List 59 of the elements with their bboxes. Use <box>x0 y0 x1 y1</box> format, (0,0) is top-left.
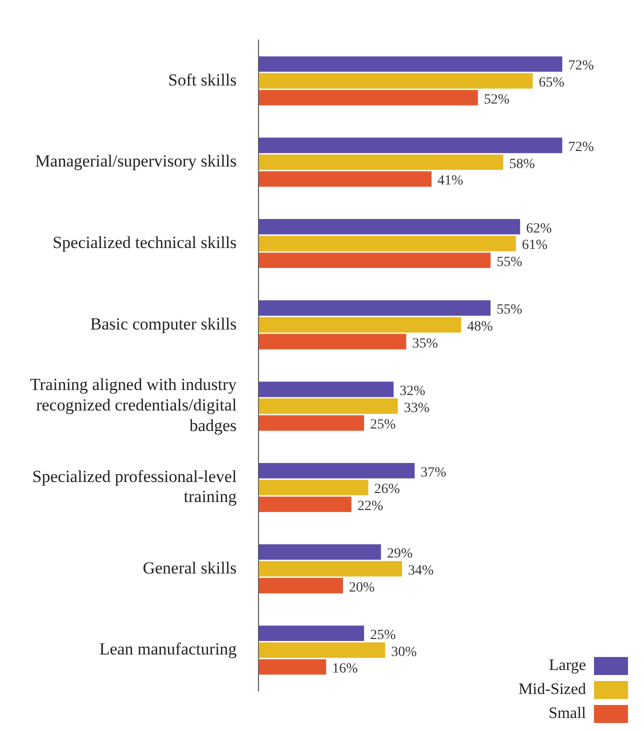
data-label: 34% <box>408 563 434 578</box>
data-label: 22% <box>357 498 384 514</box>
legend-label: Large <box>548 657 586 675</box>
data-label: 25% <box>370 628 396 643</box>
data-label: 37% <box>420 465 447 480</box>
data-label: 72% <box>568 58 594 74</box>
bar <box>258 138 562 154</box>
data-label: 48% <box>467 320 494 335</box>
data-label: 26% <box>374 482 400 498</box>
data-label: 25% <box>370 418 396 433</box>
bar <box>258 73 533 89</box>
bar <box>258 317 462 333</box>
bar <box>258 626 364 642</box>
bar <box>258 300 491 316</box>
bar <box>258 90 478 106</box>
data-label: 29% <box>386 546 413 562</box>
bar <box>258 496 352 512</box>
bar <box>258 462 415 478</box>
bar <box>258 171 432 187</box>
data-label: 55% <box>496 254 523 270</box>
data-label: 58% <box>509 156 536 172</box>
data-label: 35% <box>412 336 438 352</box>
bar <box>258 659 326 675</box>
bar <box>258 578 344 594</box>
data-label: 65% <box>538 76 565 91</box>
data-label: 55% <box>496 302 523 318</box>
data-label: 32% <box>400 384 426 400</box>
y-tick-label: Soft skills <box>168 70 237 90</box>
legend-label: Small <box>548 705 586 723</box>
data-label: 41% <box>438 174 464 189</box>
data-label: 62% <box>526 221 552 236</box>
bar <box>258 561 402 577</box>
bar <box>258 334 406 350</box>
bar <box>258 56 562 72</box>
data-label: 52% <box>484 92 510 108</box>
bar <box>258 642 386 658</box>
bar <box>258 236 516 252</box>
bar <box>258 252 491 268</box>
bar <box>258 218 520 234</box>
bar <box>258 382 394 398</box>
bar <box>258 544 381 560</box>
y-tick-label: Managerial/supervisory skills <box>35 152 237 171</box>
legend-label: Mid-Sized <box>518 681 586 699</box>
bar <box>258 415 364 431</box>
bar <box>258 480 368 496</box>
data-label: 20% <box>349 580 376 596</box>
y-tick-label: General skills <box>142 558 237 578</box>
y-tick-label: Lean manufacturing <box>99 640 238 659</box>
data-label: 72% <box>568 140 594 156</box>
bar <box>258 398 398 414</box>
y-tick-label: Basic computer skills <box>90 314 237 334</box>
data-label: 61% <box>522 238 548 254</box>
y-tick-label: Specialized technical skills <box>52 232 237 252</box>
data-label: 16% <box>332 662 358 677</box>
y-tick-label: Specialized professional-level training <box>32 466 238 506</box>
bar <box>258 154 504 170</box>
data-label: 30% <box>391 644 418 660</box>
y-tick-label: Training aligned with industry recognized credentials/digital badges <box>30 375 238 436</box>
data-label: 33% <box>404 400 430 416</box>
